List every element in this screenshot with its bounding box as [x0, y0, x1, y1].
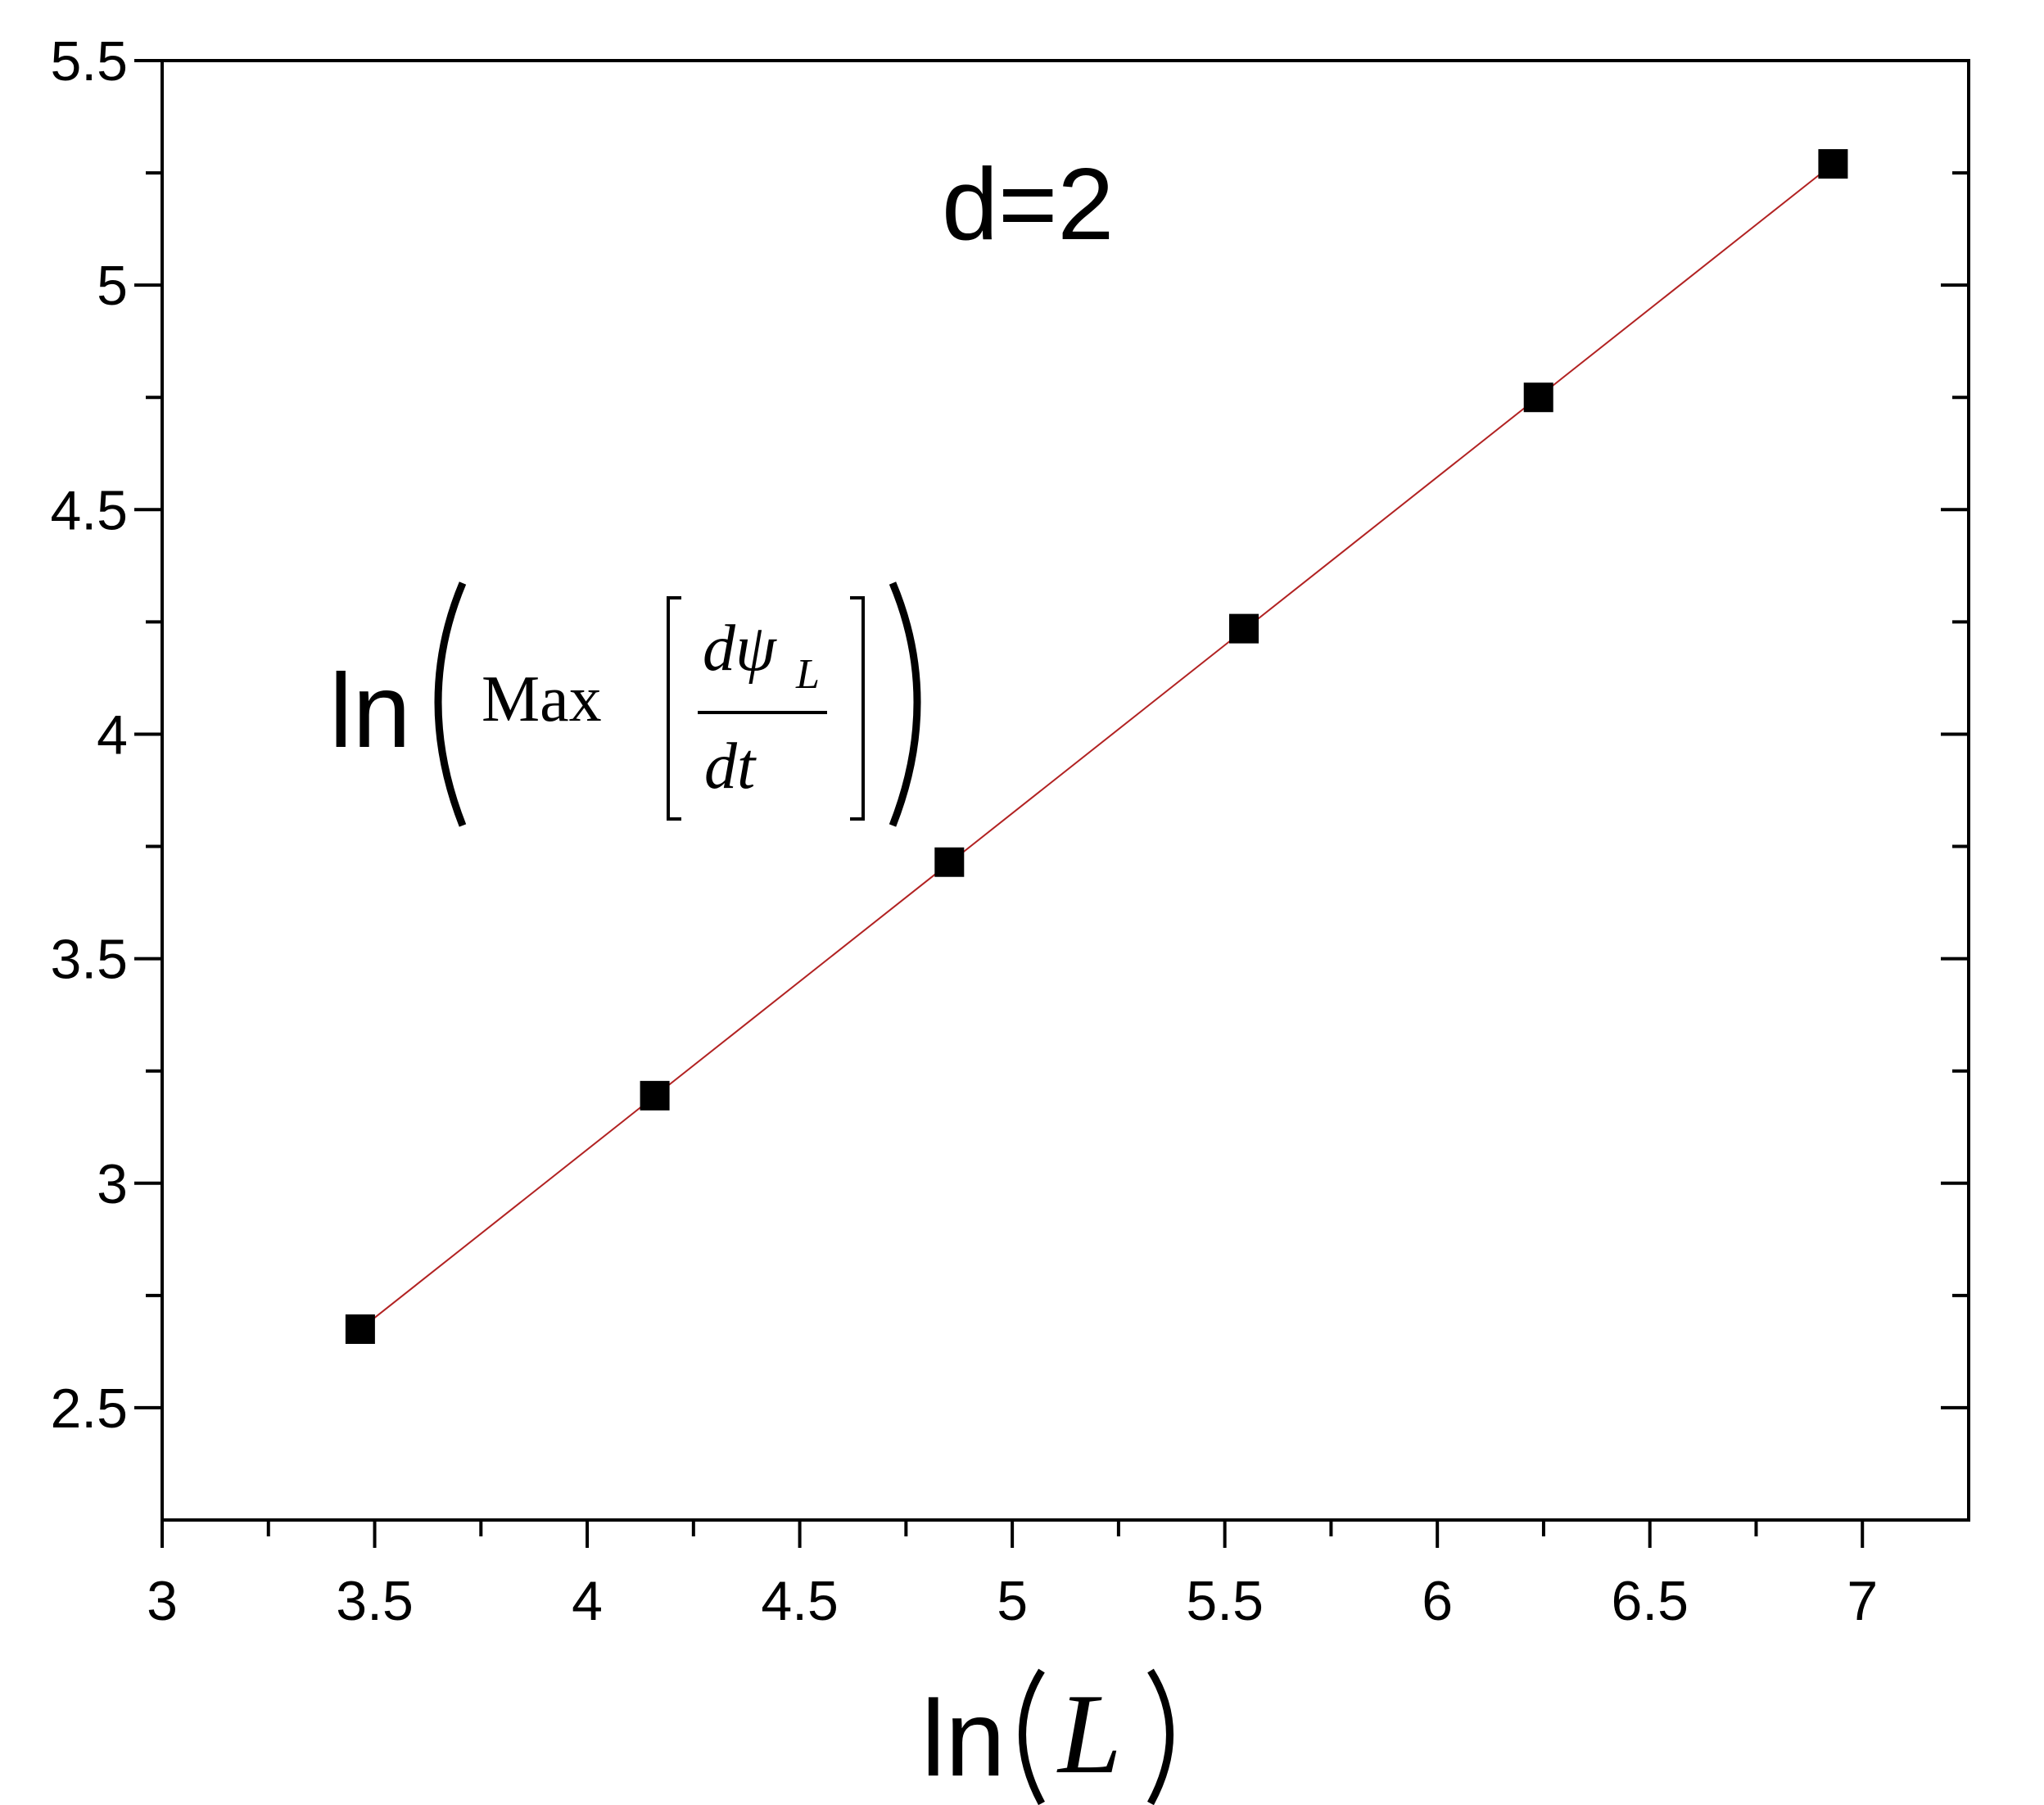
y-tick-label: 3 — [97, 1153, 128, 1215]
y-tick-label: 2.5 — [50, 1378, 128, 1440]
y-tick-label: 4 — [97, 703, 128, 766]
ylabel-right-paren — [889, 581, 921, 827]
axis-ticks — [134, 59, 1969, 1548]
data-point — [640, 1080, 670, 1111]
xlabel-variable: L — [1056, 1671, 1122, 1798]
ylabel-numerator-d: d — [703, 613, 736, 685]
ylabel-left-paren — [434, 581, 467, 827]
y-axis-label: ln Max d ψ L dt — [329, 581, 921, 827]
xlabel-right-paren — [1147, 1668, 1173, 1805]
ylabel-numerator-psi: ψ — [735, 613, 777, 685]
ylabel-left-bracket — [667, 596, 681, 821]
y-tick-label: 5.5 — [50, 30, 128, 93]
data-points — [345, 149, 1848, 1344]
x-axis-label: ln L — [921, 1668, 1173, 1805]
xlabel-left-paren — [1019, 1668, 1045, 1805]
y-tick-label: 5 — [97, 255, 128, 317]
x-tick-label: 6 — [1422, 1570, 1453, 1632]
data-point — [1818, 149, 1848, 179]
x-tick-label: 3.5 — [336, 1570, 414, 1632]
ylabel-operator: Max — [482, 663, 602, 735]
ylabel-numerator-sub: L — [795, 651, 820, 698]
annotation-d2: d=2 — [942, 148, 1114, 261]
xlabel-ln: ln — [921, 1678, 1006, 1798]
x-tick-label: 5.5 — [1186, 1570, 1264, 1632]
plot-frame — [161, 59, 1970, 1522]
x-tick-label: 7 — [1847, 1570, 1878, 1632]
data-point — [345, 1314, 375, 1344]
x-tick-label: 3 — [147, 1570, 178, 1632]
ylabel-right-bracket — [850, 596, 865, 821]
data-point — [934, 847, 965, 877]
x-tick-label: 4 — [572, 1570, 603, 1632]
x-tick-label: 6.5 — [1611, 1570, 1689, 1632]
ylabel-denominator: dt — [704, 731, 757, 803]
y-tick-label: 3.5 — [50, 929, 128, 991]
data-point — [1229, 613, 1259, 644]
ylabel-ln: ln — [329, 653, 411, 770]
x-tick-labels: 3 3.5 4 4.5 5 5.5 6 6.5 7 — [147, 1570, 1878, 1632]
data-point — [1523, 382, 1553, 413]
fit-line — [360, 163, 1834, 1330]
x-tick-label: 4.5 — [761, 1570, 839, 1632]
y-tick-label: 4.5 — [50, 479, 128, 541]
x-tick-label: 5 — [997, 1570, 1028, 1632]
y-tick-labels: 2.5 3 3.5 4 4.5 5 5.5 — [50, 30, 128, 1440]
